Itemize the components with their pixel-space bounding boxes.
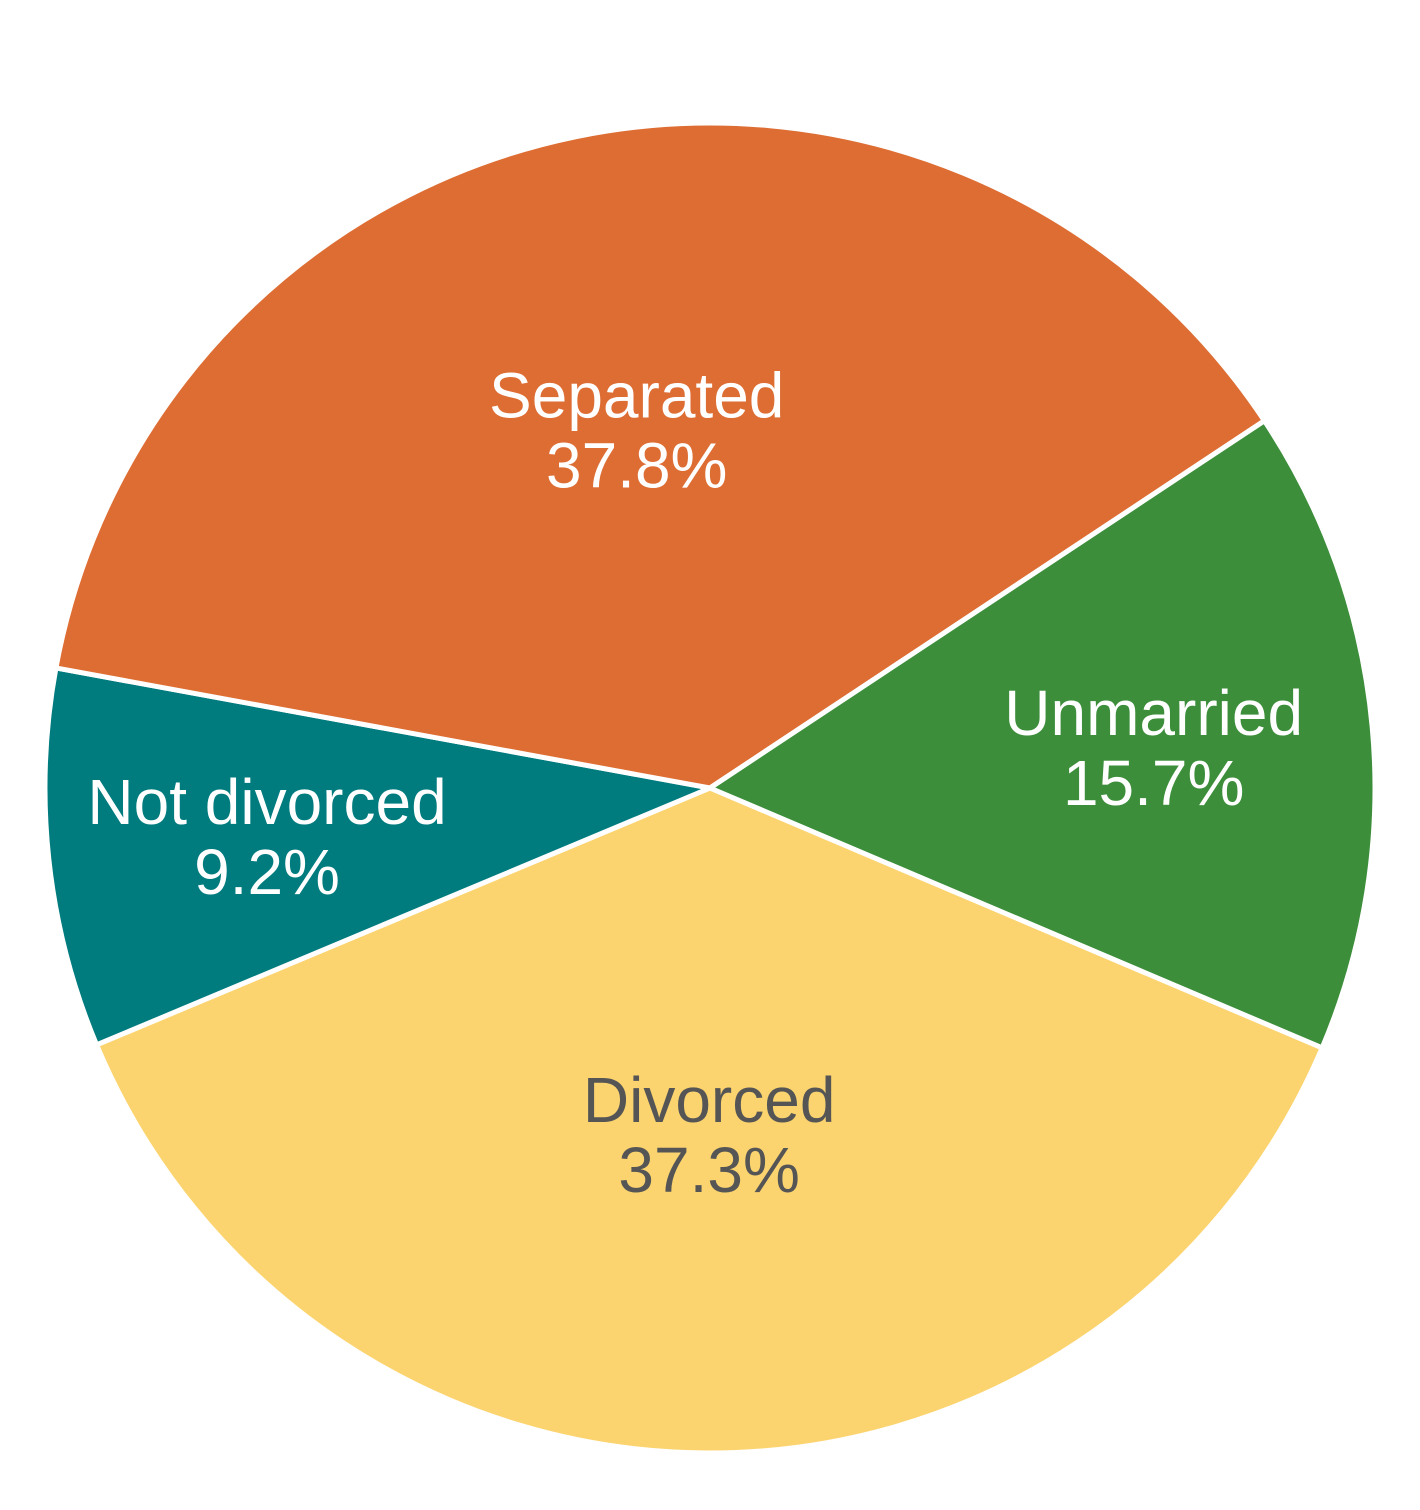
slice-category-label: Divorced bbox=[583, 1064, 836, 1136]
slice-value-label: 37.3% bbox=[618, 1134, 799, 1206]
slices-layer bbox=[42, 120, 1378, 1456]
slice-category-label: Unmarried bbox=[1004, 677, 1303, 749]
slice-category-label: Not divorced bbox=[87, 766, 446, 838]
pie-slice-unmarried bbox=[707, 418, 1378, 1051]
slice-category-label: Separated bbox=[489, 360, 784, 432]
pie-slice-separated bbox=[53, 120, 1267, 791]
pie-slice-not-divorced bbox=[42, 665, 713, 1048]
slice-value-label: 9.2% bbox=[194, 836, 340, 908]
pie-slice-divorced bbox=[94, 785, 1325, 1456]
slice-value-label: 37.8% bbox=[546, 430, 727, 502]
slice-value-label: 15.7% bbox=[1063, 747, 1244, 819]
